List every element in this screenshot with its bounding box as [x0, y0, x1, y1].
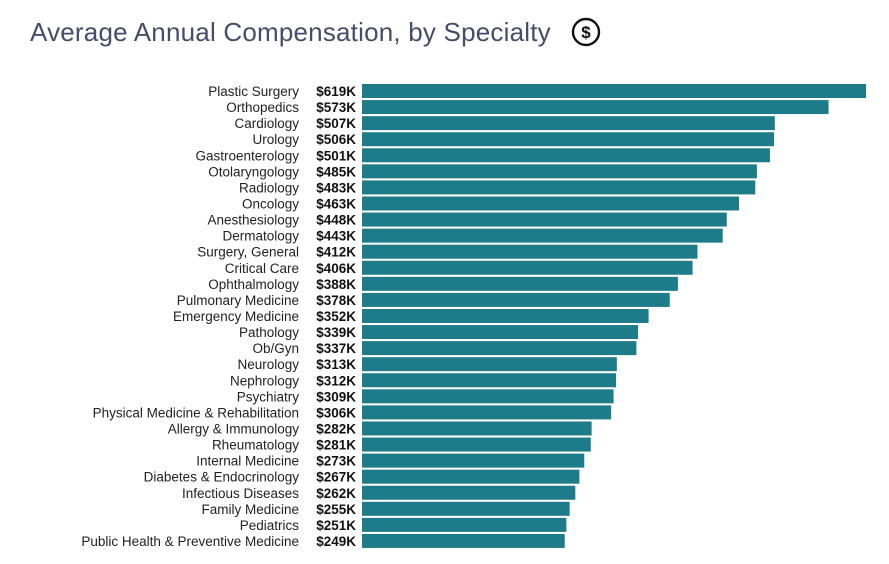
bar-23 [362, 453, 585, 468]
value-label: $483K [316, 180, 356, 195]
bar-18 [362, 373, 617, 388]
value-label: $273K [316, 454, 356, 469]
bar-13 [362, 292, 670, 307]
category-label: Cardiology [234, 116, 299, 131]
bar-3 [362, 132, 774, 147]
bar-19 [362, 389, 614, 404]
chart-header: Average Annual Compensation, by Specialt… [30, 14, 601, 50]
value-label: $262K [316, 486, 356, 501]
bar-24 [362, 469, 580, 484]
bar-17 [362, 357, 617, 372]
bar-0 [362, 84, 866, 98]
bar-28 [362, 533, 565, 548]
value-label: $352K [316, 309, 356, 324]
category-label: Physical Medicine & Rehabilitation [93, 405, 299, 420]
chart-title: Average Annual Compensation, by Specialt… [30, 16, 551, 47]
category-label: Psychiatry [237, 389, 300, 404]
bar-7 [362, 196, 739, 211]
bar-5 [362, 164, 757, 179]
category-label: Ophthalmology [208, 277, 299, 292]
value-label: $267K [316, 470, 356, 485]
value-label: $312K [316, 373, 356, 388]
bar-10 [362, 244, 698, 259]
value-label: $412K [316, 245, 356, 260]
bar-26 [362, 501, 570, 516]
bar-6 [362, 180, 756, 195]
bar-4 [362, 148, 770, 163]
category-label: Diabetes & Endocrinology [144, 470, 300, 485]
category-label: Gastroenterology [195, 148, 299, 163]
value-label: $573K [316, 100, 356, 115]
value-label: $313K [316, 357, 356, 372]
value-label: $485K [316, 164, 356, 179]
category-label: Plastic Surgery [208, 84, 299, 99]
bar-25 [362, 485, 576, 500]
bar-11 [362, 260, 693, 275]
category-label: Pediatrics [240, 518, 300, 533]
category-label: Oncology [242, 196, 299, 211]
value-label: $249K [316, 534, 356, 549]
value-label: $306K [316, 405, 356, 420]
value-label: $388K [316, 277, 356, 292]
value-label: $282K [316, 421, 356, 436]
category-label: Rheumatology [212, 438, 299, 453]
value-label: $251K [316, 518, 356, 533]
value-label: $255K [316, 502, 356, 517]
bar-21 [362, 421, 592, 436]
value-label: $337K [316, 341, 356, 356]
bar-14 [362, 308, 649, 323]
value-label: $463K [316, 196, 356, 211]
value-label: $406K [316, 261, 356, 276]
dollar-circle-icon: $ [571, 17, 601, 47]
bar-1 [362, 100, 829, 115]
category-label: Critical Care [225, 261, 299, 276]
svg-text:$: $ [581, 23, 591, 42]
value-label: $506K [316, 132, 356, 147]
category-label: Anesthesiology [207, 213, 299, 228]
bar-2 [362, 116, 775, 131]
category-label: Emergency Medicine [173, 309, 299, 324]
category-label: Surgery, General [197, 245, 299, 260]
value-label: $619K [316, 84, 356, 99]
value-label: $443K [316, 229, 356, 244]
bar-22 [362, 437, 591, 452]
bar-8 [362, 212, 727, 227]
category-label: Public Health & Preventive Medicine [81, 534, 299, 549]
category-label: Dermatology [222, 229, 299, 244]
category-label: Orthopedics [226, 100, 299, 115]
category-label: Nephrology [230, 373, 299, 388]
value-label: $378K [316, 293, 356, 308]
category-label: Otolaryngology [208, 164, 299, 179]
category-label: Family Medicine [201, 502, 299, 517]
value-label: $309K [316, 389, 356, 404]
bar-20 [362, 405, 612, 420]
bar-12 [362, 276, 678, 291]
value-label: $281K [316, 438, 356, 453]
bar-27 [362, 517, 567, 532]
category-label: Pathology [239, 325, 299, 340]
value-label: $339K [316, 325, 356, 340]
bar-16 [362, 341, 637, 356]
category-label: Neurology [237, 357, 299, 372]
value-label: $507K [316, 116, 356, 131]
category-label: Internal Medicine [196, 454, 299, 469]
value-label: $448K [316, 213, 356, 228]
category-label: Urology [252, 132, 299, 147]
category-label: Radiology [239, 180, 299, 195]
value-label: $501K [316, 148, 356, 163]
category-label: Pulmonary Medicine [177, 293, 299, 308]
category-label: Infectious Diseases [182, 486, 299, 501]
bar-15 [362, 325, 639, 340]
category-label: Ob/Gyn [252, 341, 299, 356]
category-label: Allergy & Immunology [168, 421, 300, 436]
bar-9 [362, 228, 723, 243]
